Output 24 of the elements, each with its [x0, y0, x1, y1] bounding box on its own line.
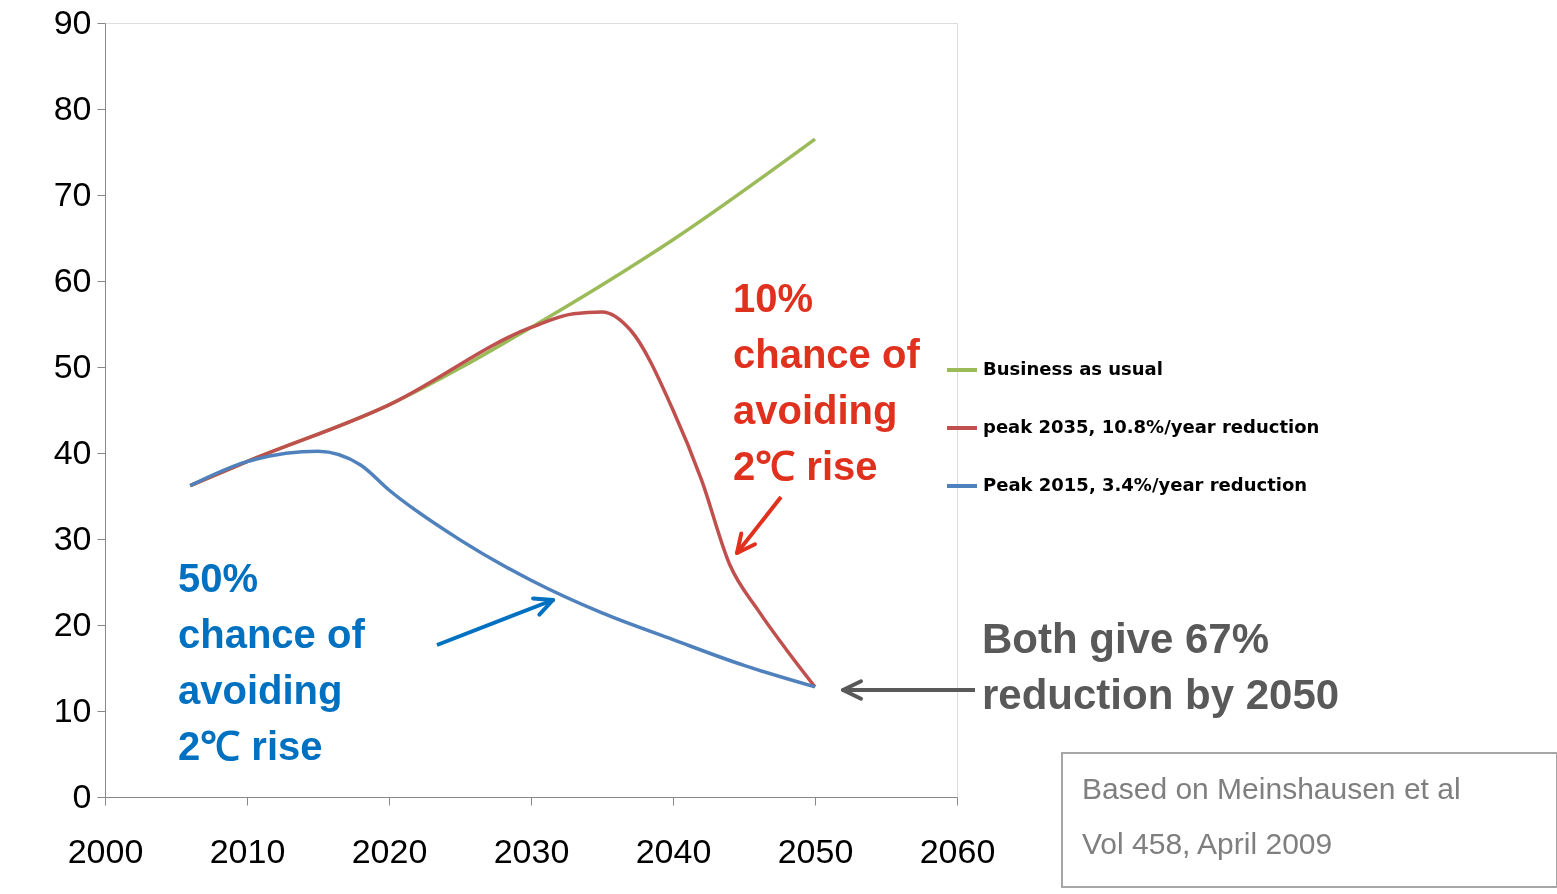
y-tick-label: 30 — [53, 518, 92, 557]
y-tick-label: 60 — [53, 260, 92, 299]
y-tick-label: 40 — [53, 432, 92, 471]
x-tick-label: 2060 — [919, 831, 996, 870]
y-tick-label: 20 — [53, 604, 92, 643]
y-tick-label: 70 — [53, 174, 92, 213]
legend-label: Business as usual — [983, 358, 1163, 379]
y-tick-label: 10 — [53, 690, 92, 729]
legend-label: peak 2035, 10.8%/year reduction — [983, 416, 1320, 437]
x-tick-label: 2030 — [493, 831, 570, 870]
x-tick-label: 2040 — [635, 831, 712, 870]
annotation: 10% chance of avoiding 2℃ rise — [733, 276, 921, 488]
x-tick-label: 2010 — [209, 831, 286, 870]
x-tick-label: 2020 — [351, 831, 428, 870]
text: Based on Meinshausen et al Vol 458, April 2009 — [1082, 772, 1461, 860]
y-tick-label: 80 — [53, 88, 92, 127]
annotation: 50% chance of avoiding 2℃ rise — [178, 556, 366, 768]
y-tick-label: 50 — [53, 346, 92, 385]
x-tick-label: 2000 — [67, 831, 144, 870]
legend-label: Peak 2015, 3.4%/year reduction — [983, 474, 1308, 495]
y-tick-label: 90 — [53, 2, 92, 41]
y-tick-label: 0 — [72, 776, 92, 815]
text: Both give 67% reduction by 2050 — [982, 615, 1340, 718]
x-tick-label: 2050 — [777, 831, 854, 870]
